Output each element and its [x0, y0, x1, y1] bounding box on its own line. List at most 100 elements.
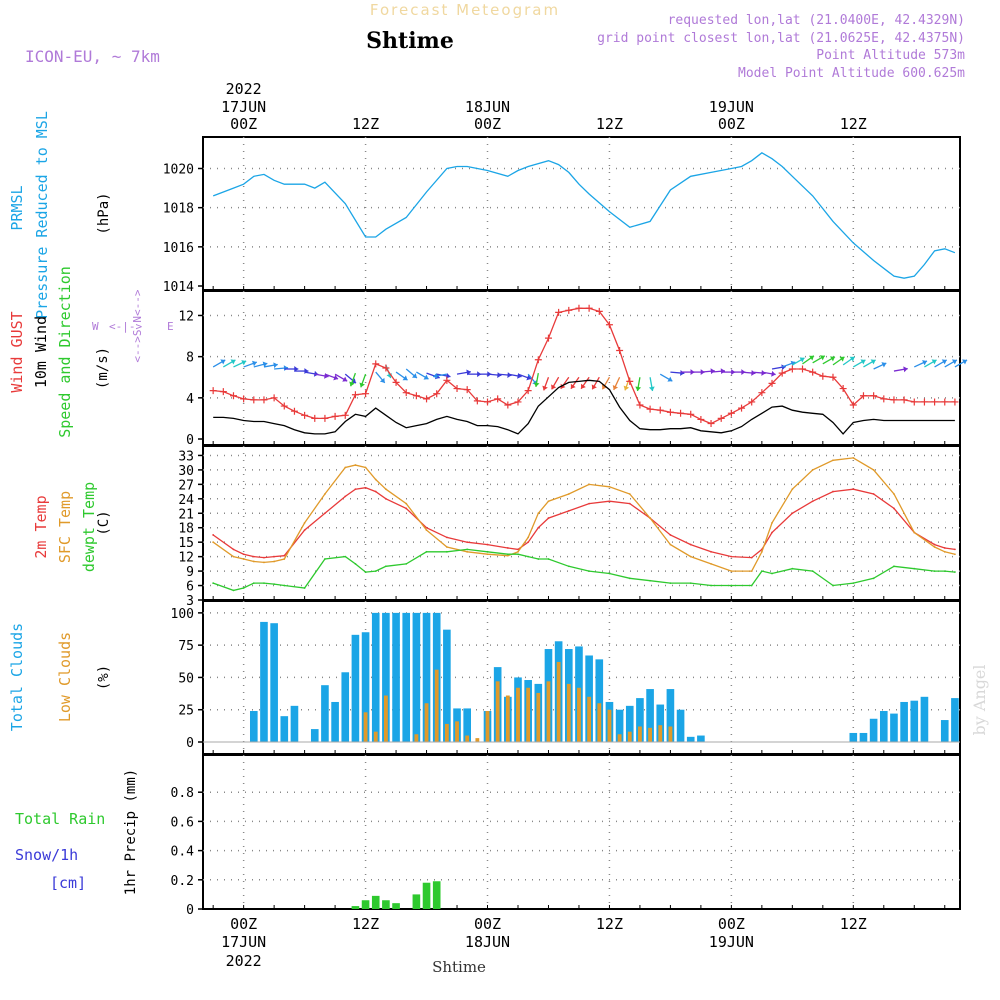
bar: [697, 735, 705, 742]
bar: [505, 695, 510, 742]
data-point: [537, 558, 540, 560]
bar: [363, 712, 368, 742]
bar: [382, 900, 390, 909]
data-point: [788, 365, 796, 373]
wind-arrow: [349, 372, 357, 387]
data-point: [768, 379, 776, 387]
data-point: [943, 550, 946, 553]
data-point: [771, 522, 773, 524]
side-labels: PRMSL Pressure Reduced to MSL: [8, 111, 51, 319]
bar: [412, 612, 421, 742]
data-point: [344, 495, 347, 498]
side-label: Low Clouds: [56, 632, 74, 722]
bar: [526, 687, 531, 742]
data-point: [778, 369, 786, 377]
bar: [485, 711, 490, 742]
data-point: [341, 411, 349, 419]
data-point: [405, 502, 408, 505]
side-label: Total Clouds: [8, 623, 26, 731]
data-point: [273, 583, 276, 585]
bar: [566, 683, 571, 742]
y-tick-label: 6: [186, 580, 194, 595]
data-point: [738, 404, 746, 412]
wind-arrow: [792, 357, 805, 366]
wind-arrow: [812, 355, 826, 364]
data-point: [849, 401, 857, 409]
data-point: [301, 411, 309, 419]
data-point: [852, 582, 855, 585]
series-total-clouds: [249, 612, 959, 742]
data-point: [859, 392, 867, 400]
tick-hour: 00Z: [718, 915, 745, 933]
bar: [849, 732, 858, 742]
tick-day: 19JUN: [709, 933, 754, 951]
data-point: [933, 570, 936, 572]
wind-arrow: [324, 373, 339, 381]
bar: [615, 709, 624, 742]
data-point: [697, 415, 705, 423]
bar: [382, 612, 390, 742]
data-point: [364, 466, 367, 469]
side-label: 10m Wind: [32, 316, 50, 388]
tick-day: 18JUN: [465, 933, 510, 951]
data-point: [900, 396, 908, 404]
y-tick-label: 15: [178, 536, 194, 551]
y-tick-label: 33: [178, 449, 194, 464]
bar: [646, 689, 654, 742]
data-point: [270, 394, 278, 402]
y-tick-label: 1020: [163, 163, 194, 178]
data-point: [252, 560, 255, 563]
panel-1: 1014 1016 1018 1020 (hPa) PRMSL Pressure Reduc…: [8, 111, 961, 319]
data-point: [588, 570, 591, 572]
point-altitude: Point Altitude 573m: [816, 48, 965, 63]
data-point: [852, 456, 855, 459]
data-point: [212, 582, 215, 585]
y-tick-label: 12: [178, 551, 194, 566]
bar: [414, 734, 419, 742]
data-point: [405, 562, 408, 565]
bar: [434, 669, 439, 742]
data-point: [425, 526, 428, 529]
data-point: [791, 567, 794, 570]
side-label: Pressure Reduced to MSL: [33, 111, 51, 319]
data-point: [567, 509, 570, 512]
y-tick-label: 27: [178, 478, 194, 493]
data-point: [567, 565, 570, 568]
data-point: [506, 553, 509, 556]
data-point: [791, 488, 794, 491]
wind-arrow: [863, 359, 876, 368]
bar: [270, 623, 278, 742]
data-point: [799, 365, 807, 373]
wind-arrow: [873, 362, 887, 370]
wind-arrow: [601, 376, 611, 390]
bar: [422, 612, 431, 742]
tick-hour: 12Z: [596, 115, 623, 133]
y-tick-label: 0.4: [171, 845, 195, 860]
data-point: [951, 398, 959, 406]
data-point: [524, 387, 532, 395]
data-point: [628, 493, 631, 495]
bar: [536, 692, 541, 742]
grid-coords: grid point closest lon,lat (21.0625E, 42…: [597, 31, 965, 46]
bar: [658, 725, 663, 742]
wind-arrow: [832, 356, 845, 366]
y-axis-label: (C): [96, 510, 112, 535]
data-point: [954, 553, 956, 556]
tick-hour: 00Z: [474, 115, 501, 133]
data-point: [839, 385, 847, 393]
tick-hour: 12Z: [840, 915, 867, 933]
data-point: [605, 321, 613, 329]
data-point: [832, 459, 834, 462]
data-point: [943, 547, 946, 549]
bar: [668, 726, 673, 742]
data-point: [382, 364, 390, 372]
wind-arrow: [893, 366, 908, 373]
data-point: [219, 388, 227, 396]
data-point: [547, 517, 550, 519]
data-point: [913, 567, 916, 570]
tick-hour: 00Z: [230, 915, 257, 933]
data-point: [331, 412, 339, 420]
